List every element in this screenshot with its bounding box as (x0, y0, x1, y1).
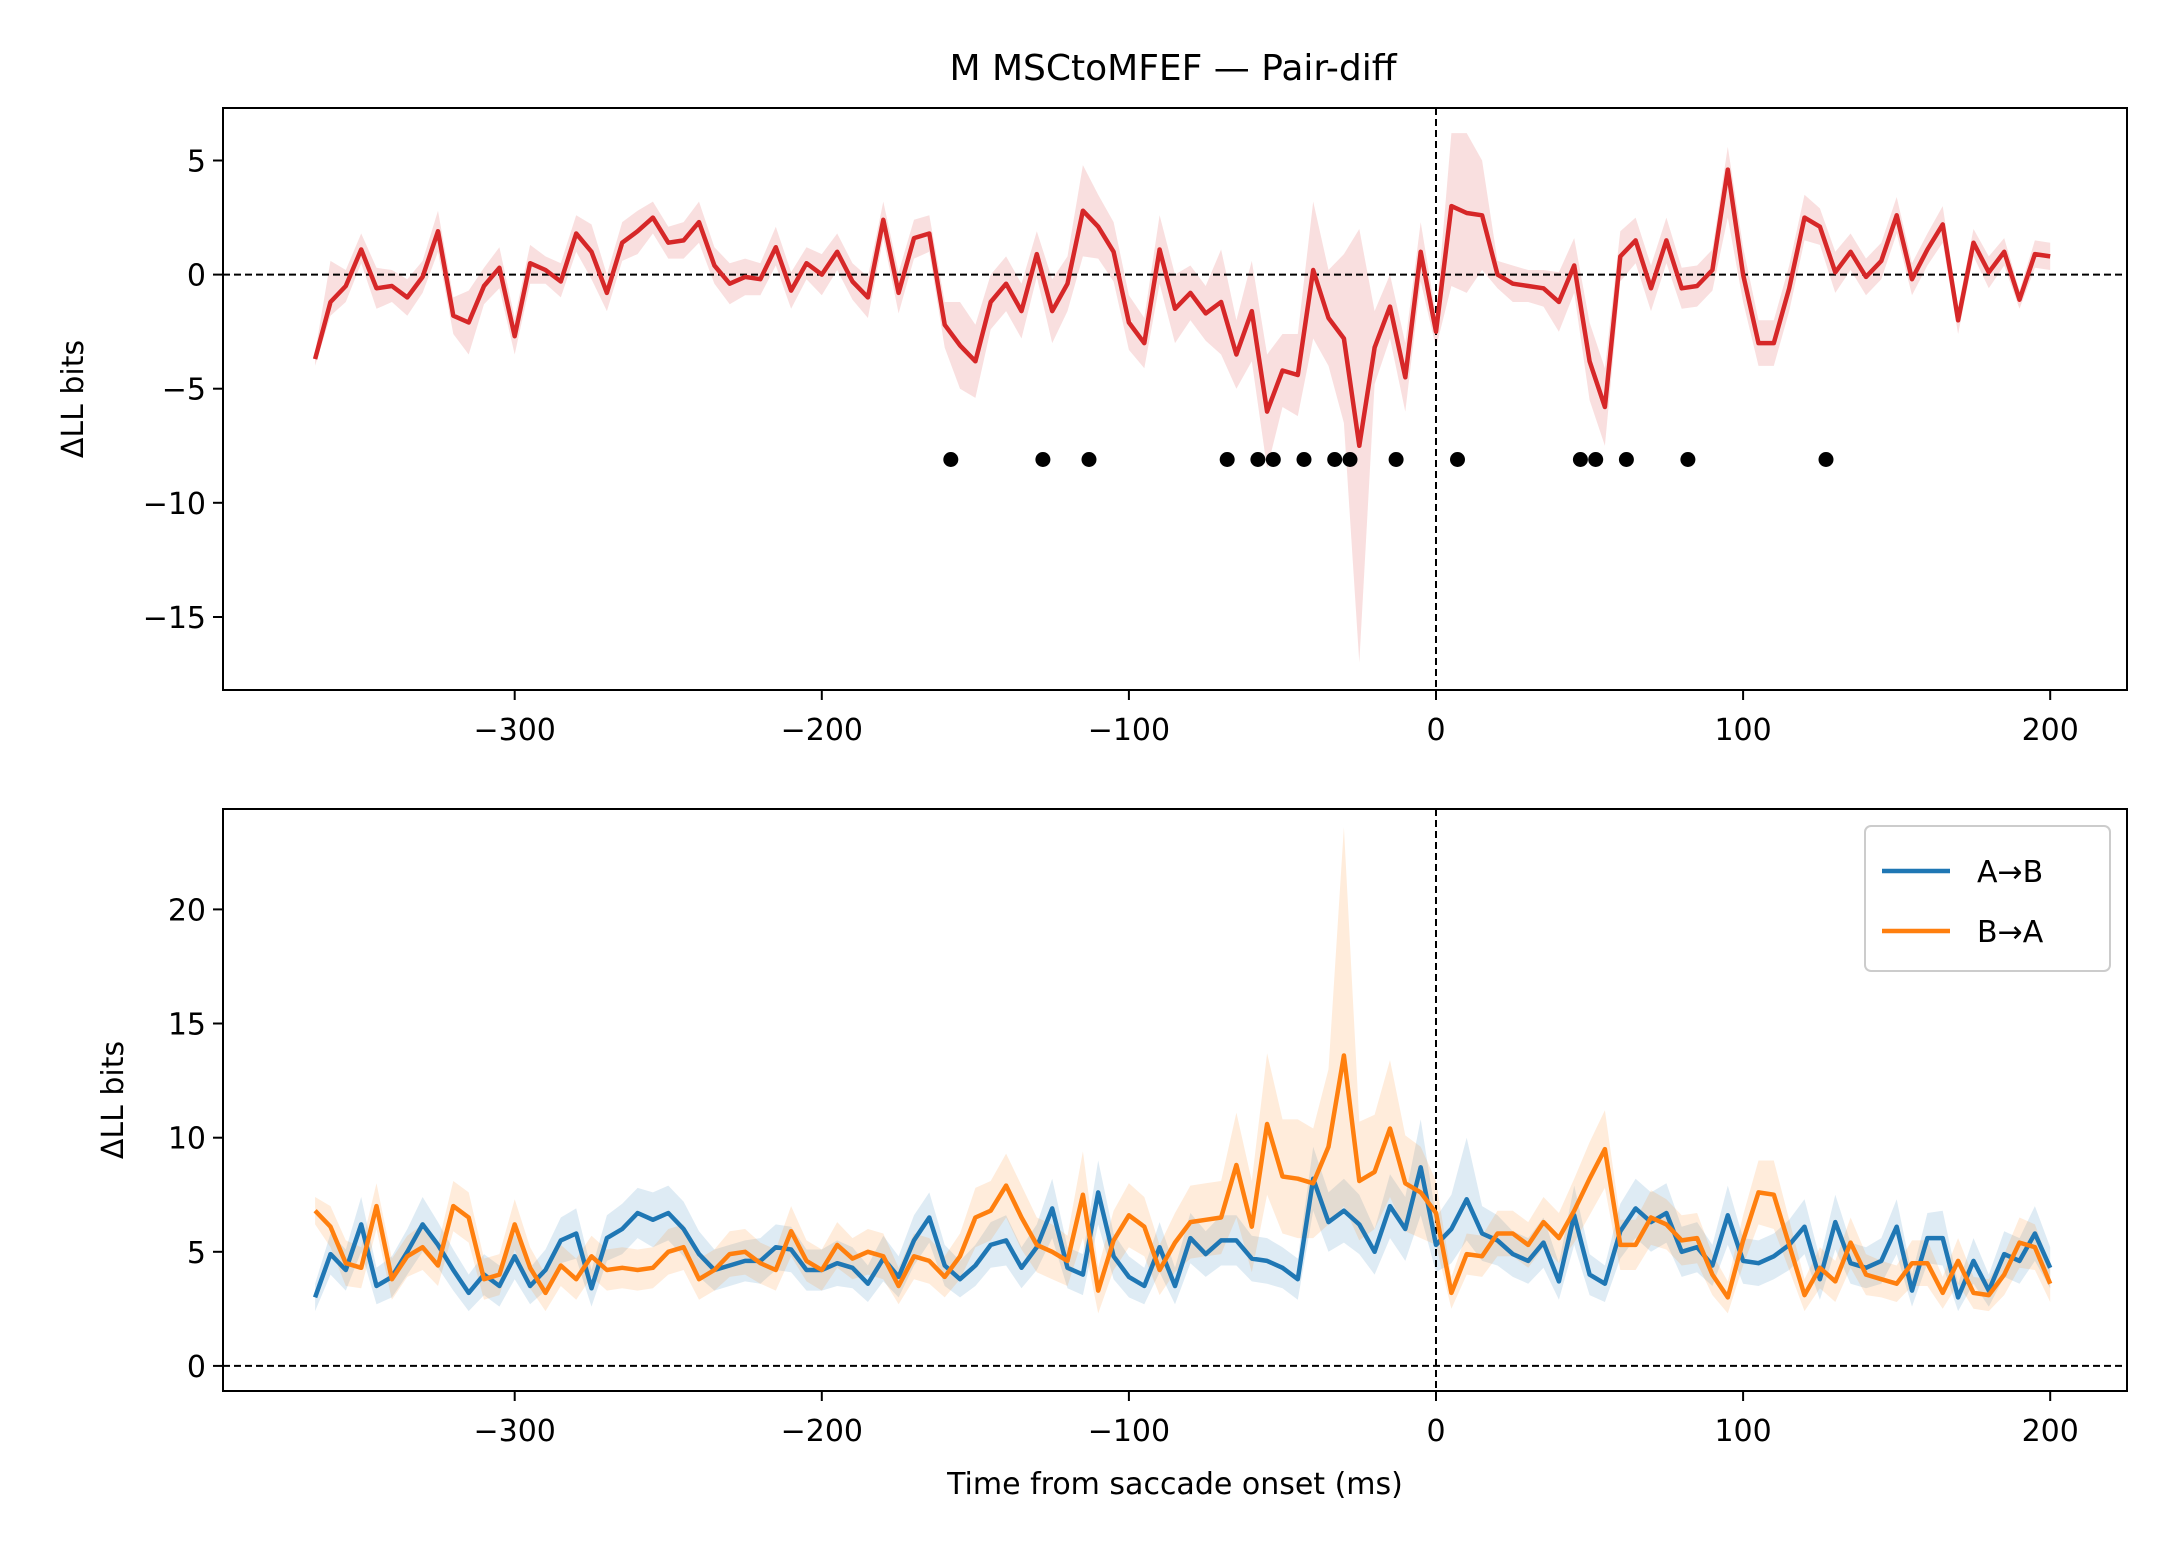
top-panel-pair-diff: −300 −200 −100 0 100 200 5 0 −5 −10 −15 ΔLL bits (56, 107, 2128, 748)
significance-dot (1342, 452, 1358, 467)
significance-dot (1035, 452, 1051, 467)
significance-dot (1618, 452, 1634, 467)
significance-dot (1572, 452, 1588, 467)
series-line-1-1 (313, 1053, 2053, 1300)
significance-dot (1680, 452, 1696, 467)
ci-band-0-0 (315, 133, 2051, 663)
x-tick-label: 0 (1426, 713, 1445, 748)
x-tick-label: 200 (2022, 1414, 2079, 1449)
y-tick-label: 10 (168, 1122, 206, 1157)
y-tick-label: 5 (187, 145, 206, 180)
significance-dot (1081, 452, 1097, 467)
x-tick-label: 100 (1714, 1414, 1771, 1449)
series-line-1-0 (312, 1165, 2053, 1300)
bottom-panel-directional: −300 −200 −100 0 100 200 0 5 10 15 20 ΔLL bits Time … (96, 808, 2128, 1502)
y-tick-label: −5 (162, 373, 206, 408)
axes-frame (222, 808, 2128, 1392)
x-axis-label: Time from saccade onset (ms) (946, 1467, 1403, 1502)
chart-title: M MSCtoMFEF — Pair-diff (949, 48, 1397, 89)
x-tick-label: −100 (1088, 713, 1170, 748)
y-tick-label: 0 (187, 259, 206, 294)
significance-dot (1388, 452, 1404, 467)
significance-dot (1265, 452, 1281, 467)
significance-dot (1250, 452, 1266, 467)
significance-dot (1219, 452, 1235, 467)
legend-label: B→A (1977, 915, 2044, 950)
ci-band-1-0 (315, 1119, 2051, 1312)
y-tick-label: 5 (187, 1236, 206, 1271)
x-tick-label: 200 (2022, 713, 2079, 748)
y-tick-label: 15 (168, 1008, 206, 1043)
x-tick-label: −200 (781, 1414, 863, 1449)
y-axis-label: ΔLL bits (96, 1041, 131, 1159)
x-tick-label: −100 (1088, 1414, 1170, 1449)
x-tick-label: 100 (1714, 713, 1771, 748)
significance-dot (1588, 452, 1604, 467)
x-tick-label: −300 (473, 713, 555, 748)
series-line-0-0 (312, 167, 2051, 449)
significance-dot (1818, 452, 1834, 467)
x-tick-label: 0 (1426, 1414, 1445, 1449)
y-axis-label: ΔLL bits (56, 340, 91, 458)
axes-frame (222, 107, 2128, 691)
x-tick-label: −200 (781, 713, 863, 748)
significance-dot (1327, 452, 1343, 467)
significance-dot (1296, 452, 1312, 467)
legend-box (1864, 825, 2111, 972)
legend: A→B B→A (1864, 825, 2111, 972)
significance-dot (943, 452, 959, 467)
y-tick-label: −15 (143, 601, 206, 636)
y-tick-label: 0 (187, 1350, 206, 1385)
x-tick-label: −300 (473, 1414, 555, 1449)
y-tick-label: 20 (168, 893, 206, 928)
y-tick-label: −10 (143, 487, 206, 522)
significance-dot (1450, 452, 1465, 467)
legend-label: A→B (1977, 855, 2043, 890)
